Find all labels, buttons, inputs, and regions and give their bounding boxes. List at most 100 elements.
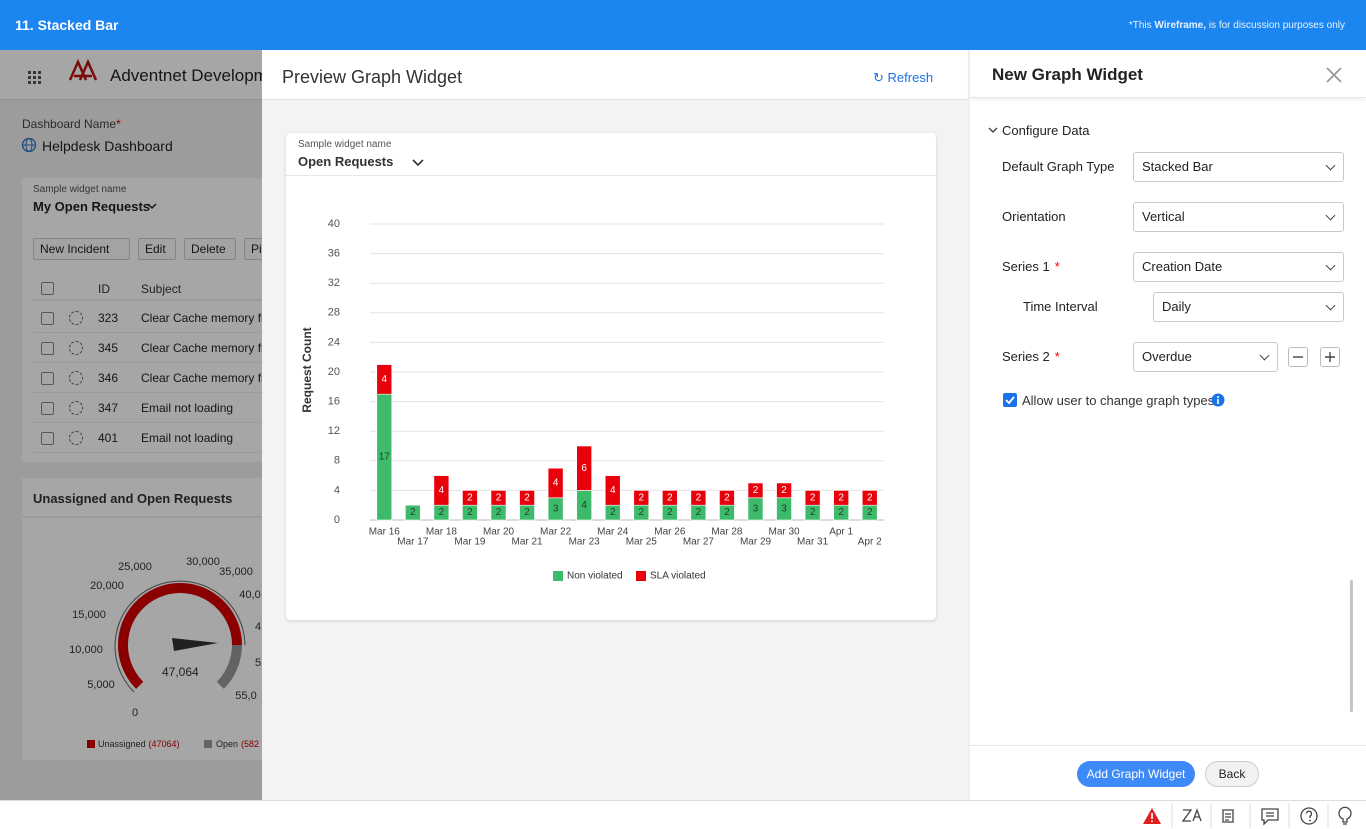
- translate-icon[interactable]: [1181, 808, 1202, 822]
- add-button[interactable]: Add Graph Widget: [1077, 761, 1195, 787]
- toolbar-button[interactable]: Pi: [244, 238, 262, 260]
- remove-series-button[interactable]: [1288, 347, 1308, 367]
- column-header: Subject: [141, 282, 182, 296]
- chevron[interactable]: [411, 157, 425, 167]
- checkbox[interactable]: [1003, 393, 1017, 407]
- select[interactable]: Overdue: [1133, 342, 1278, 372]
- checkbox[interactable]: [41, 432, 54, 445]
- bar-segment: [576, 445, 592, 491]
- add-series-button[interactable]: [1320, 347, 1340, 367]
- help-icon[interactable]: [1300, 807, 1318, 825]
- gauge-label: 10,000: [69, 644, 103, 656]
- y-tick-label: 4: [334, 484, 340, 496]
- checkbox[interactable]: [41, 342, 54, 355]
- config-panel: New Graph Widget Configure Data Default …: [970, 50, 1366, 800]
- data-label: 2: [667, 507, 673, 518]
- refresh-button[interactable]: ↻ Refresh: [873, 70, 933, 86]
- toolbar-button[interactable]: Edit: [138, 238, 176, 260]
- y-tick-label: 24: [328, 336, 340, 348]
- scrollbar: [1350, 580, 1353, 712]
- divider: [970, 745, 1366, 746]
- chevron[interactable]: [987, 126, 999, 136]
- apps-icon: [28, 71, 41, 84]
- field-label: Default Graph Type: [1002, 159, 1115, 174]
- legend-item: Open (582: [216, 739, 259, 749]
- select[interactable]: Daily: [1153, 292, 1344, 322]
- field-label: Orientation: [1002, 209, 1066, 224]
- gauge-label: 35,000: [219, 566, 253, 578]
- data-label: 2: [467, 507, 473, 518]
- data-label: 2: [696, 492, 702, 503]
- toolbar-button[interactable]: New Incident: [33, 238, 130, 260]
- close-button[interactable]: [1326, 67, 1342, 83]
- data-label: 2: [838, 492, 844, 503]
- x-tick-label: Mar 22: [540, 527, 572, 538]
- checkbox[interactable]: [41, 282, 54, 295]
- row-divider: [33, 452, 262, 453]
- checkbox[interactable]: [41, 312, 54, 325]
- gauge-label: 40,0: [239, 589, 261, 601]
- data-label: 2: [496, 507, 502, 518]
- select[interactable]: Stacked Bar: [1133, 152, 1344, 182]
- data-label: 2: [439, 507, 445, 518]
- checkbox[interactable]: [41, 372, 54, 385]
- gauge-label: 20,000: [90, 580, 124, 592]
- row-divider: [33, 422, 262, 423]
- select[interactable]: Vertical: [1133, 202, 1344, 232]
- data-label: 2: [867, 507, 873, 518]
- data-label: 4: [439, 485, 445, 496]
- field-label: Dashboard Name*: [22, 117, 121, 131]
- widget-label: Sample widget name: [33, 184, 127, 195]
- row-divider: [33, 332, 262, 333]
- row-id: 345: [98, 341, 119, 355]
- bar-segment: [833, 490, 849, 506]
- legend-label: Unassigned: [98, 739, 146, 749]
- bar-segment: [633, 490, 650, 506]
- bar-segment: [662, 490, 678, 506]
- x-tick-label: Mar 26: [654, 527, 686, 538]
- checkbox-label: Allow user to change graph types: [1022, 393, 1215, 408]
- x-tick-label: Mar 31: [797, 537, 829, 548]
- app-name: Adventnet Developm: [110, 66, 262, 85]
- row-subject: Clear Cache memory fr: [141, 371, 262, 385]
- requests-widget: [22, 178, 262, 462]
- x-tick-label: Mar 25: [626, 537, 658, 548]
- data-label: 17: [379, 452, 391, 463]
- note: is for discussion purposes only: [1208, 20, 1345, 31]
- bar-segment: [376, 364, 393, 395]
- row-divider: [33, 392, 262, 393]
- x-tick-label: Apr 1: [829, 527, 853, 538]
- toolbar-button[interactable]: Delete: [184, 238, 236, 260]
- idea-icon[interactable]: [1338, 806, 1352, 825]
- legend-item: Unassigned (47064): [98, 739, 180, 749]
- config-header: New Graph Widget: [970, 50, 1366, 98]
- data-label: 2: [496, 492, 502, 503]
- field-label: Series 1 *: [1002, 259, 1060, 274]
- legend-label: Open: [216, 739, 239, 749]
- select[interactable]: Creation Date: [1133, 252, 1344, 282]
- data-label: 2: [753, 485, 759, 496]
- data-label: 2: [696, 507, 702, 518]
- bar-segment: [719, 490, 735, 506]
- x-tick-label: Mar 18: [426, 527, 458, 538]
- gauge-label: 0: [131, 707, 139, 719]
- checkbox[interactable]: [41, 402, 54, 415]
- data-label: 2: [467, 492, 473, 503]
- label: Dashboard Name: [22, 117, 117, 131]
- x-tick-label: Mar 27: [683, 537, 715, 548]
- chat-icon[interactable]: [1261, 808, 1279, 826]
- data-label: 4: [553, 478, 559, 489]
- info-icon[interactable]: [1211, 393, 1225, 407]
- back-button[interactable]: Back: [1205, 761, 1259, 787]
- y-tick-label: 32: [328, 277, 340, 289]
- row-divider: [33, 362, 262, 363]
- label: Default Graph Type: [1002, 159, 1115, 174]
- notes-icon[interactable]: [1222, 809, 1234, 823]
- widget-name: Open Requests: [298, 154, 394, 169]
- note-bold: Wireframe,: [1154, 20, 1207, 31]
- gear-icon: [69, 341, 83, 355]
- refresh-icon: ↻: [873, 70, 884, 85]
- y-tick-label: 16: [328, 396, 340, 408]
- data-label: 2: [781, 485, 787, 496]
